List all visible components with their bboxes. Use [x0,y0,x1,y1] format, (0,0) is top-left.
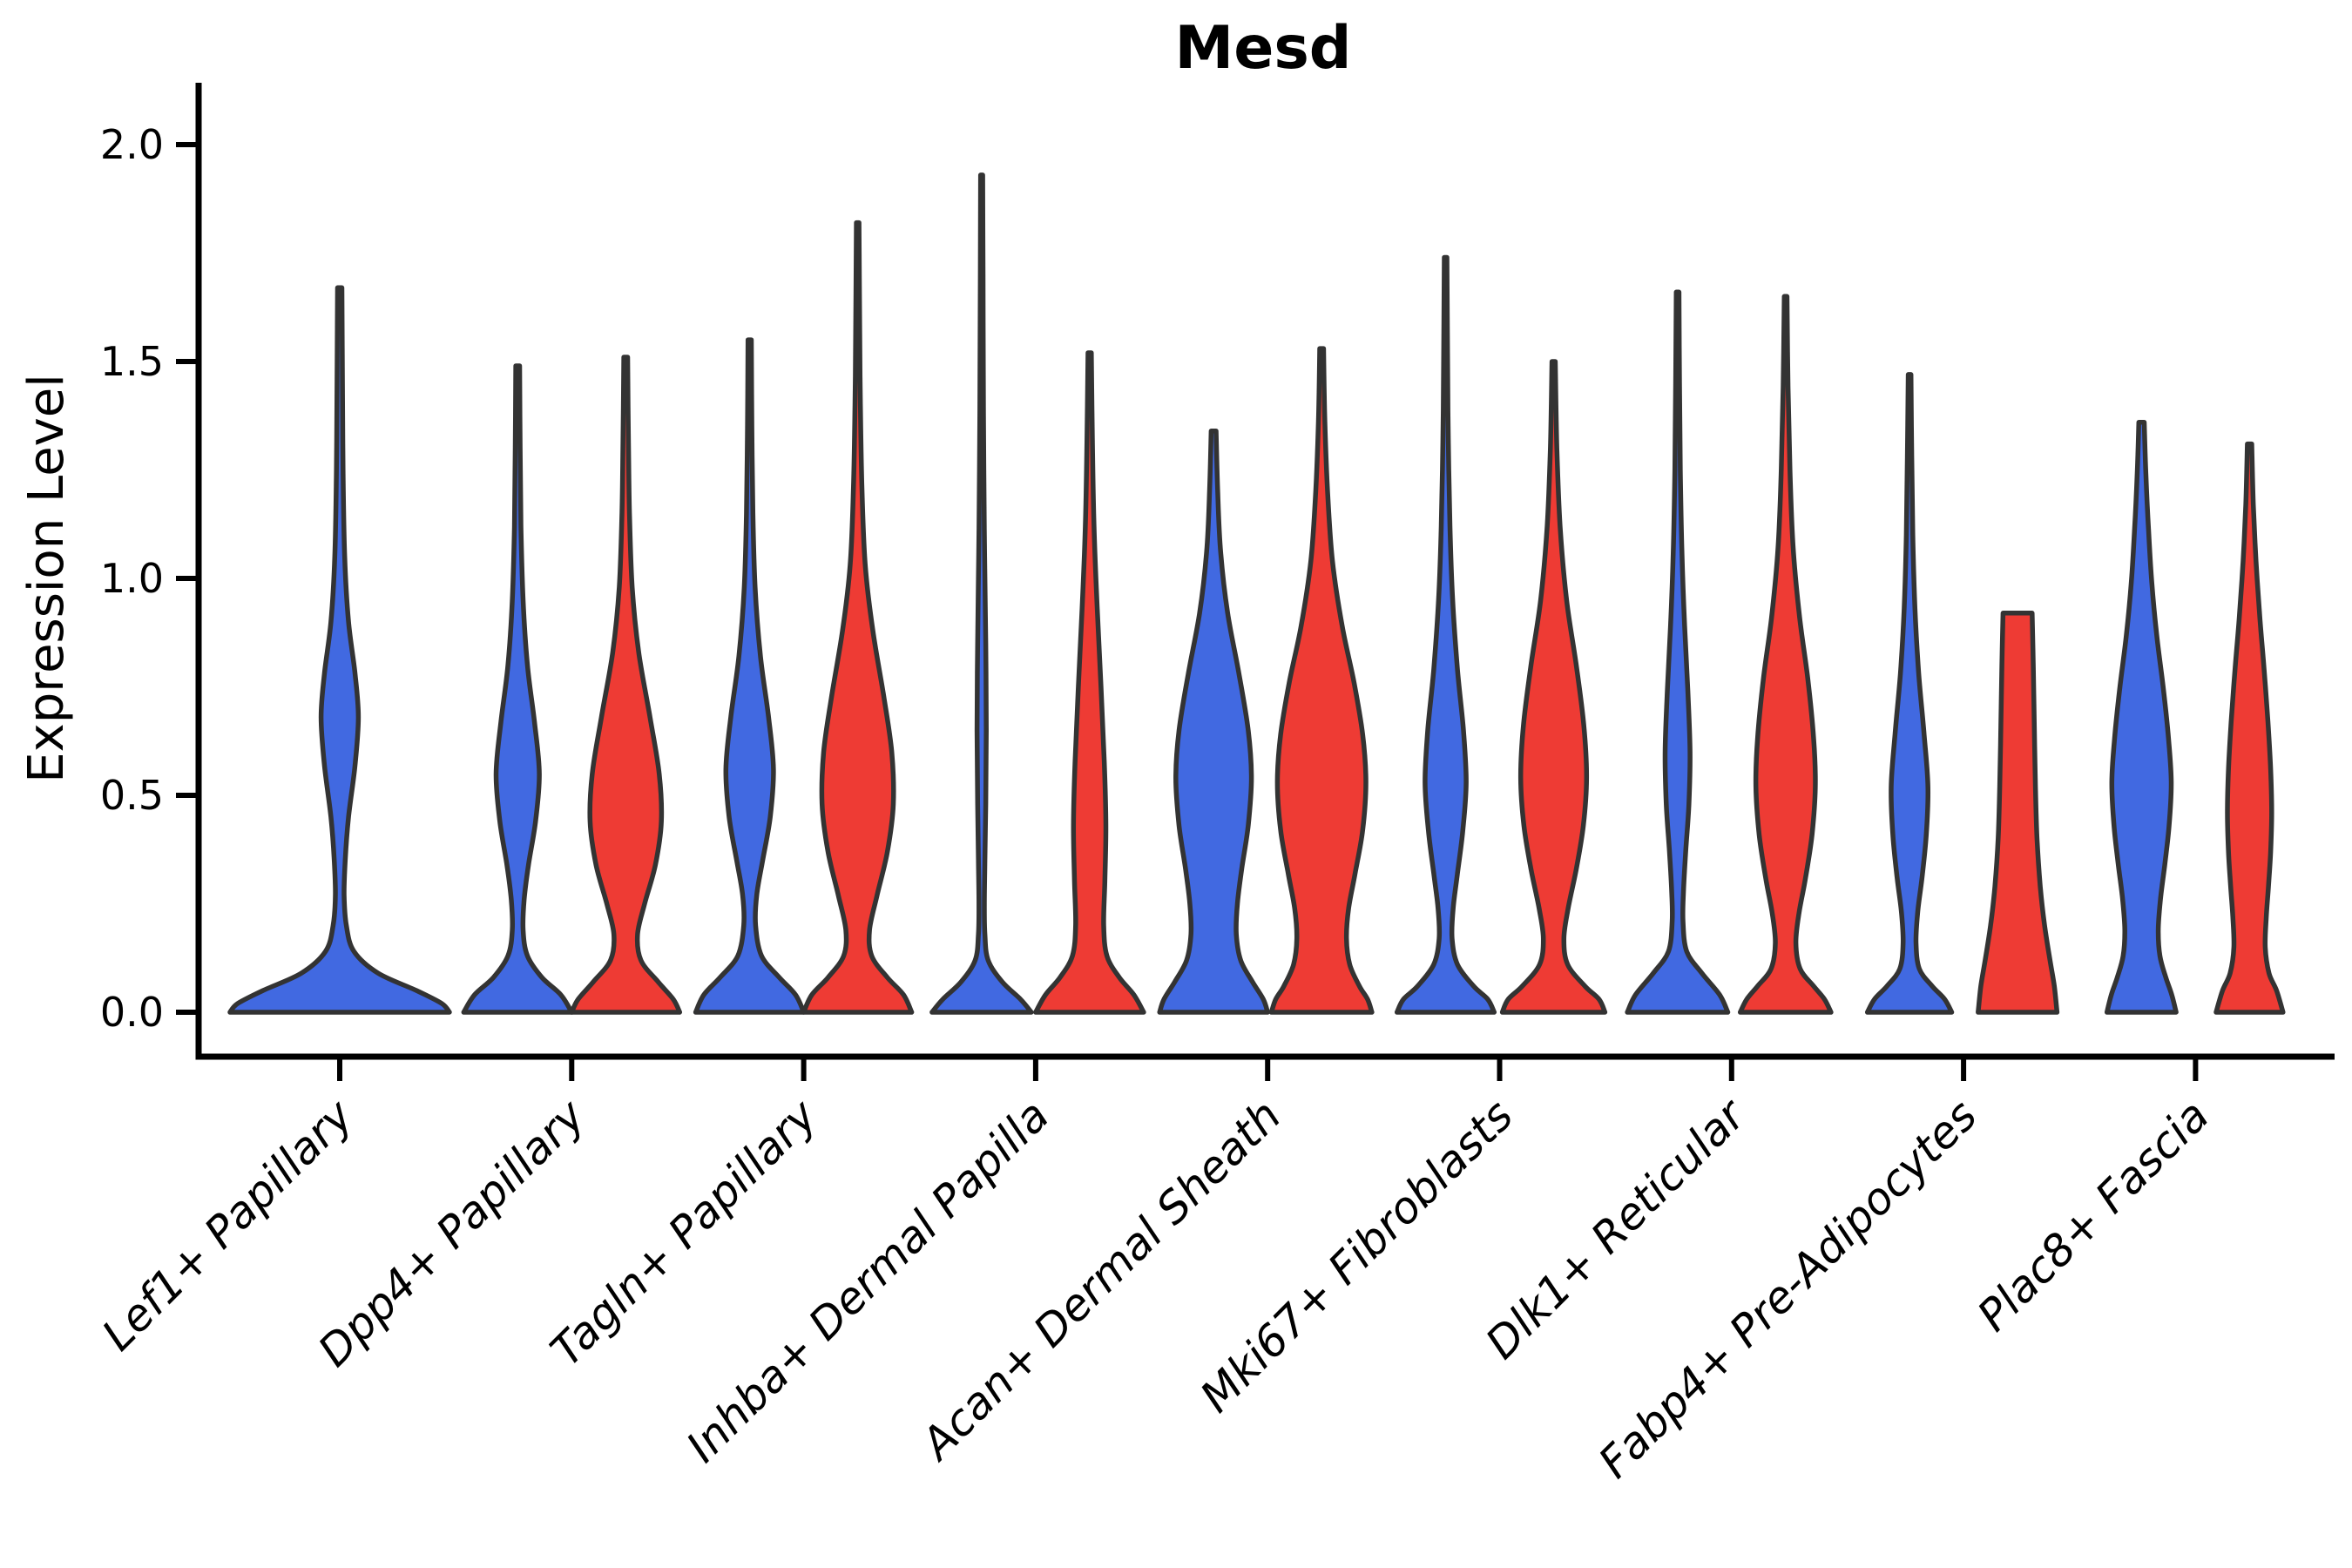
y-tick-label: 1.0 [100,555,164,602]
violin-blue-1 [461,363,575,1015]
violins-layer [227,172,2286,1015]
violin-red-2 [801,220,915,1015]
violin-blue-2 [693,337,807,1015]
violin-red-8 [2213,441,2286,1015]
x-tick-label-7: Fabp4+ Pre-Adipocytes [1589,1090,1987,1488]
x-tick-label-8: Plac8+ Fascia [1968,1090,2219,1341]
violin-blue-8 [2104,419,2179,1015]
violin-blue-7 [1864,372,1955,1015]
violin-blue-5 [1394,254,1497,1015]
violin-blue-4 [1157,428,1270,1015]
violin-blue-3 [929,172,1034,1015]
violin-blue-0 [227,285,452,1015]
violin-red-4 [1268,346,1375,1015]
chart-title: Mesd [1175,14,1352,83]
x-tick-label-0: Lef1+ Papillary [92,1089,363,1360]
violin-red-6 [1737,294,1834,1015]
violin-red-1 [569,355,683,1015]
y-axis-label: Expression Level [18,374,75,783]
y-tick-label: 1.5 [100,338,164,385]
y-tick-label: 0.0 [100,989,164,1036]
violin-red-3 [1033,350,1146,1015]
violin-red-7 [1976,611,2060,1015]
y-tick-label: 0.5 [100,772,164,819]
violin-blue-6 [1625,289,1731,1015]
violin-red-5 [1499,359,1608,1015]
y-tick-label: 2.0 [100,121,164,168]
